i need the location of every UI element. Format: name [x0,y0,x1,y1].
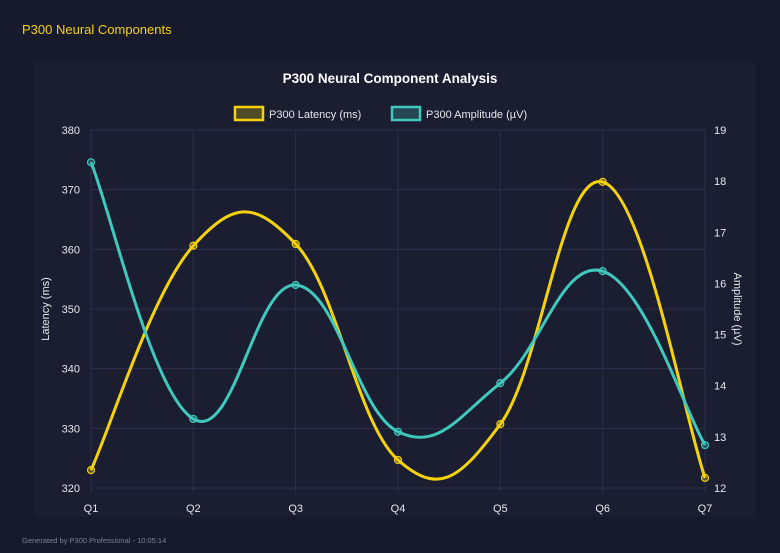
y-tick-label: 350 [62,304,80,316]
data-point-1 [86,466,96,475]
y-axis-label: Latency (ms) [40,277,52,341]
series-line-2 [89,161,707,446]
data-point-1 [291,239,300,249]
x-tick-label: Q3 [288,503,303,515]
y-tick-label: 370 [62,185,80,197]
legend-label-2: P300 Amplitude (µV) [426,109,527,121]
data-point-2 [496,379,505,388]
y2-tick-label: 19 [714,125,726,137]
legend-swatch-1 [233,105,265,122]
x-tick-label: Q5 [493,503,508,515]
y2-tick-label: 13 [714,432,726,444]
y-tick-label: 380 [62,125,80,137]
data-point-2 [393,427,403,436]
chart-panel [34,61,756,517]
data-point-2 [700,440,710,450]
y2-tick-label: 15 [714,330,726,342]
data-point-1 [189,241,198,250]
x-tick-label: Q4 [391,503,406,515]
x-tick-label: Q2 [186,503,201,515]
data-point-1 [393,455,403,465]
data-point-1 [700,473,710,482]
x-tick-label: Q1 [84,503,99,515]
y2-tick-label: 16 [714,278,726,290]
data-point-2 [86,158,96,167]
y-tick-label: 320 [62,483,80,495]
data-point-1 [598,177,607,187]
legend-label-1: P300 Latency (ms) [269,109,361,121]
data-point-1 [496,420,505,429]
data-point-2 [189,414,198,424]
y2-tick-label: 18 [714,176,726,188]
y2-axis-label: Amplitude (µV) [731,273,743,346]
y-tick-label: 360 [62,244,80,256]
y2-tick-label: 17 [714,227,726,239]
y-tick-label: 330 [62,423,80,435]
legend-swatch-2 [390,105,422,122]
series-line-1 [89,180,707,481]
data-point-2 [598,267,607,276]
x-tick-label: Q7 [698,503,713,515]
chart-title: P300 Neural Component Analysis [283,71,498,86]
y2-tick-label: 14 [714,381,726,393]
page-title: P300 Neural Components [22,22,172,37]
y2-tick-label: 12 [714,483,726,495]
footer-text: Generated by P300 Professional - 10:05:1… [22,536,167,545]
data-point-2 [291,280,300,290]
y-tick-label: 340 [62,364,80,376]
x-tick-label: Q6 [595,503,610,515]
